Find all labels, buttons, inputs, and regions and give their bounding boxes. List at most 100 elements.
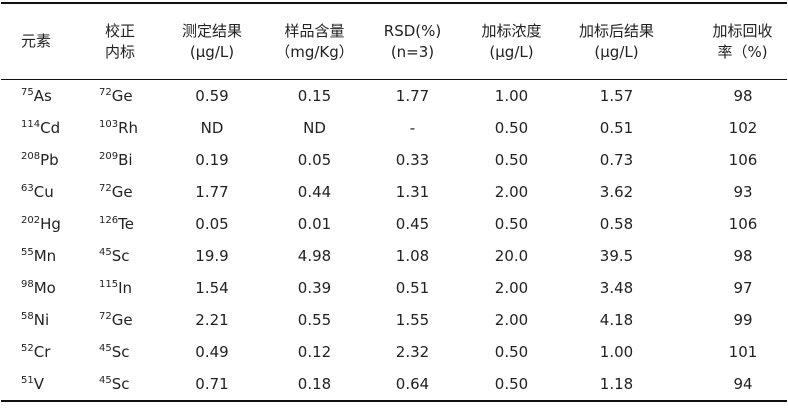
mass-number: 55	[21, 247, 34, 258]
cell-text: 4.18	[599, 311, 634, 329]
cell-text: 2.00	[494, 183, 529, 201]
cell-text: 2.00	[494, 311, 529, 329]
cell: 3.62	[564, 176, 669, 208]
cell-text: 2.21	[195, 311, 229, 329]
column-header: 加标回收 率（%)	[669, 3, 787, 80]
element-symbol: Ge	[111, 311, 133, 329]
cell: 2.00	[459, 272, 564, 304]
cell: 0.64	[366, 368, 459, 401]
cell: 58Ni	[1, 304, 79, 336]
cell: 45Sc	[79, 336, 161, 368]
cell: 72Ge	[79, 304, 161, 336]
header-line: (μg/L)	[489, 42, 534, 61]
cell-text: 20.0	[494, 247, 529, 265]
element-symbol: Sc	[111, 375, 130, 393]
cell-text: 102	[728, 119, 758, 137]
cell-text: 0.39	[297, 279, 332, 297]
cell-text: 0.12	[297, 343, 332, 361]
cell: 0.45	[366, 208, 459, 240]
cell-text: 39.5	[599, 247, 634, 265]
element-symbol: Hg	[40, 215, 61, 233]
cell: 0.51	[564, 112, 669, 144]
header-line: 校正	[104, 21, 135, 40]
cell: 1.54	[161, 272, 263, 304]
cell: 4.18	[564, 304, 669, 336]
cell: 106	[669, 208, 787, 240]
element-symbol: Cd	[40, 119, 61, 137]
cell: 1.18	[564, 368, 669, 401]
cell-text: 0.51	[395, 279, 430, 297]
results-table: 元素 校正 内标 测定结果 (μg/L) 样品含量 （mg/Kg） RSD(%) (n=3) 加标…	[1, 2, 787, 402]
cell-text: 1.18	[599, 375, 634, 393]
cell: 97	[669, 272, 787, 304]
element-symbol: V	[33, 375, 44, 393]
cell: 0.51	[366, 272, 459, 304]
data-row: 114Cd 103Rh ND ND -0.50 0.51 102	[1, 112, 787, 144]
column-header: 加标浓度 (μg/L)	[459, 3, 564, 80]
cell-text: 4.98	[297, 247, 332, 265]
mass-number: 75	[21, 87, 34, 98]
cell-text: 1.55	[395, 311, 430, 329]
mass-number: 115	[99, 279, 119, 290]
column-header: RSD(%) (n=3)	[366, 3, 459, 80]
header-line: (μg/L)	[189, 42, 235, 61]
cell: 72Ge	[79, 80, 161, 113]
cell-text: 0.73	[599, 151, 634, 169]
cell-text: 0.44	[297, 183, 332, 201]
cell-text: 0.58	[599, 215, 634, 233]
cell-text: 106	[728, 215, 758, 233]
cell: 55Mn	[1, 240, 79, 272]
table-body: 75As 72Ge 0.59 0.15 1.77 1.00 1.57 98 114Cd 103Rh…	[1, 80, 787, 401]
cell-text: 0.55	[297, 311, 332, 329]
element-symbol: Sc	[111, 247, 130, 265]
cell-text: ND	[303, 119, 326, 137]
cell-text: 3.48	[599, 279, 634, 297]
cell-text: 1.08	[395, 247, 430, 265]
cell: 0.71	[161, 368, 263, 401]
data-row: 98Mo 115In 1.54 0.39 0.51 2.00 3.48 97	[1, 272, 787, 304]
cell: 0.33	[366, 144, 459, 176]
column-header: 样品含量 （mg/Kg）	[263, 3, 366, 80]
cell: 19.9	[161, 240, 263, 272]
cell: ND	[161, 112, 263, 144]
cell: 51V	[1, 368, 79, 401]
cell: 1.00	[564, 336, 669, 368]
mass-number: 72	[99, 87, 112, 98]
cell: 98	[669, 240, 787, 272]
header-line: 元素	[21, 32, 52, 50]
cell: 45Sc	[79, 240, 161, 272]
mass-number: 45	[99, 375, 112, 386]
column-header: 测定结果 (μg/L)	[161, 3, 263, 80]
header-line: 内标	[104, 42, 135, 61]
data-row: 58Ni 72Ge 2.21 0.55 1.55 2.00 4.18 99	[1, 304, 787, 336]
cell-text: 1.00	[494, 87, 529, 105]
cell-text: 94	[733, 375, 753, 393]
cell: 0.12	[263, 336, 366, 368]
cell-text: 1.57	[599, 87, 634, 105]
cell: 2.00	[459, 176, 564, 208]
table-header: 元素 校正 内标 测定结果 (μg/L) 样品含量 （mg/Kg） RSD(%) (n=3) 加标…	[1, 3, 787, 80]
cell: 0.55	[263, 304, 366, 336]
cell-text: 98	[733, 247, 753, 265]
mass-number: 72	[99, 183, 112, 194]
cell: 2.32	[366, 336, 459, 368]
cell-text: 2.00	[494, 279, 529, 297]
data-row: 52Cr 45Sc 0.49 0.12 2.32 0.50 1.00 101	[1, 336, 787, 368]
cell-text: 0.50	[494, 151, 529, 169]
header-line: (n=3)	[390, 42, 435, 61]
cell: 72Ge	[79, 176, 161, 208]
cell: 103Rh	[79, 112, 161, 144]
cell-text: 97	[733, 279, 753, 297]
cell: 20.0	[459, 240, 564, 272]
cell: 115In	[79, 272, 161, 304]
header-line: （mg/Kg）	[275, 42, 354, 61]
data-row: 55Mn 45Sc 19.9 4.98 1.08 20.0 39.5 98	[1, 240, 787, 272]
cell: 39.5	[564, 240, 669, 272]
cell: 99	[669, 304, 787, 336]
cell-text: 0.05	[195, 215, 229, 233]
mass-number: 202	[21, 215, 41, 226]
cell-text: 0.71	[195, 375, 229, 393]
cell: 0.50	[459, 208, 564, 240]
cell: 63Cu	[1, 176, 79, 208]
cell: 0.05	[161, 208, 263, 240]
